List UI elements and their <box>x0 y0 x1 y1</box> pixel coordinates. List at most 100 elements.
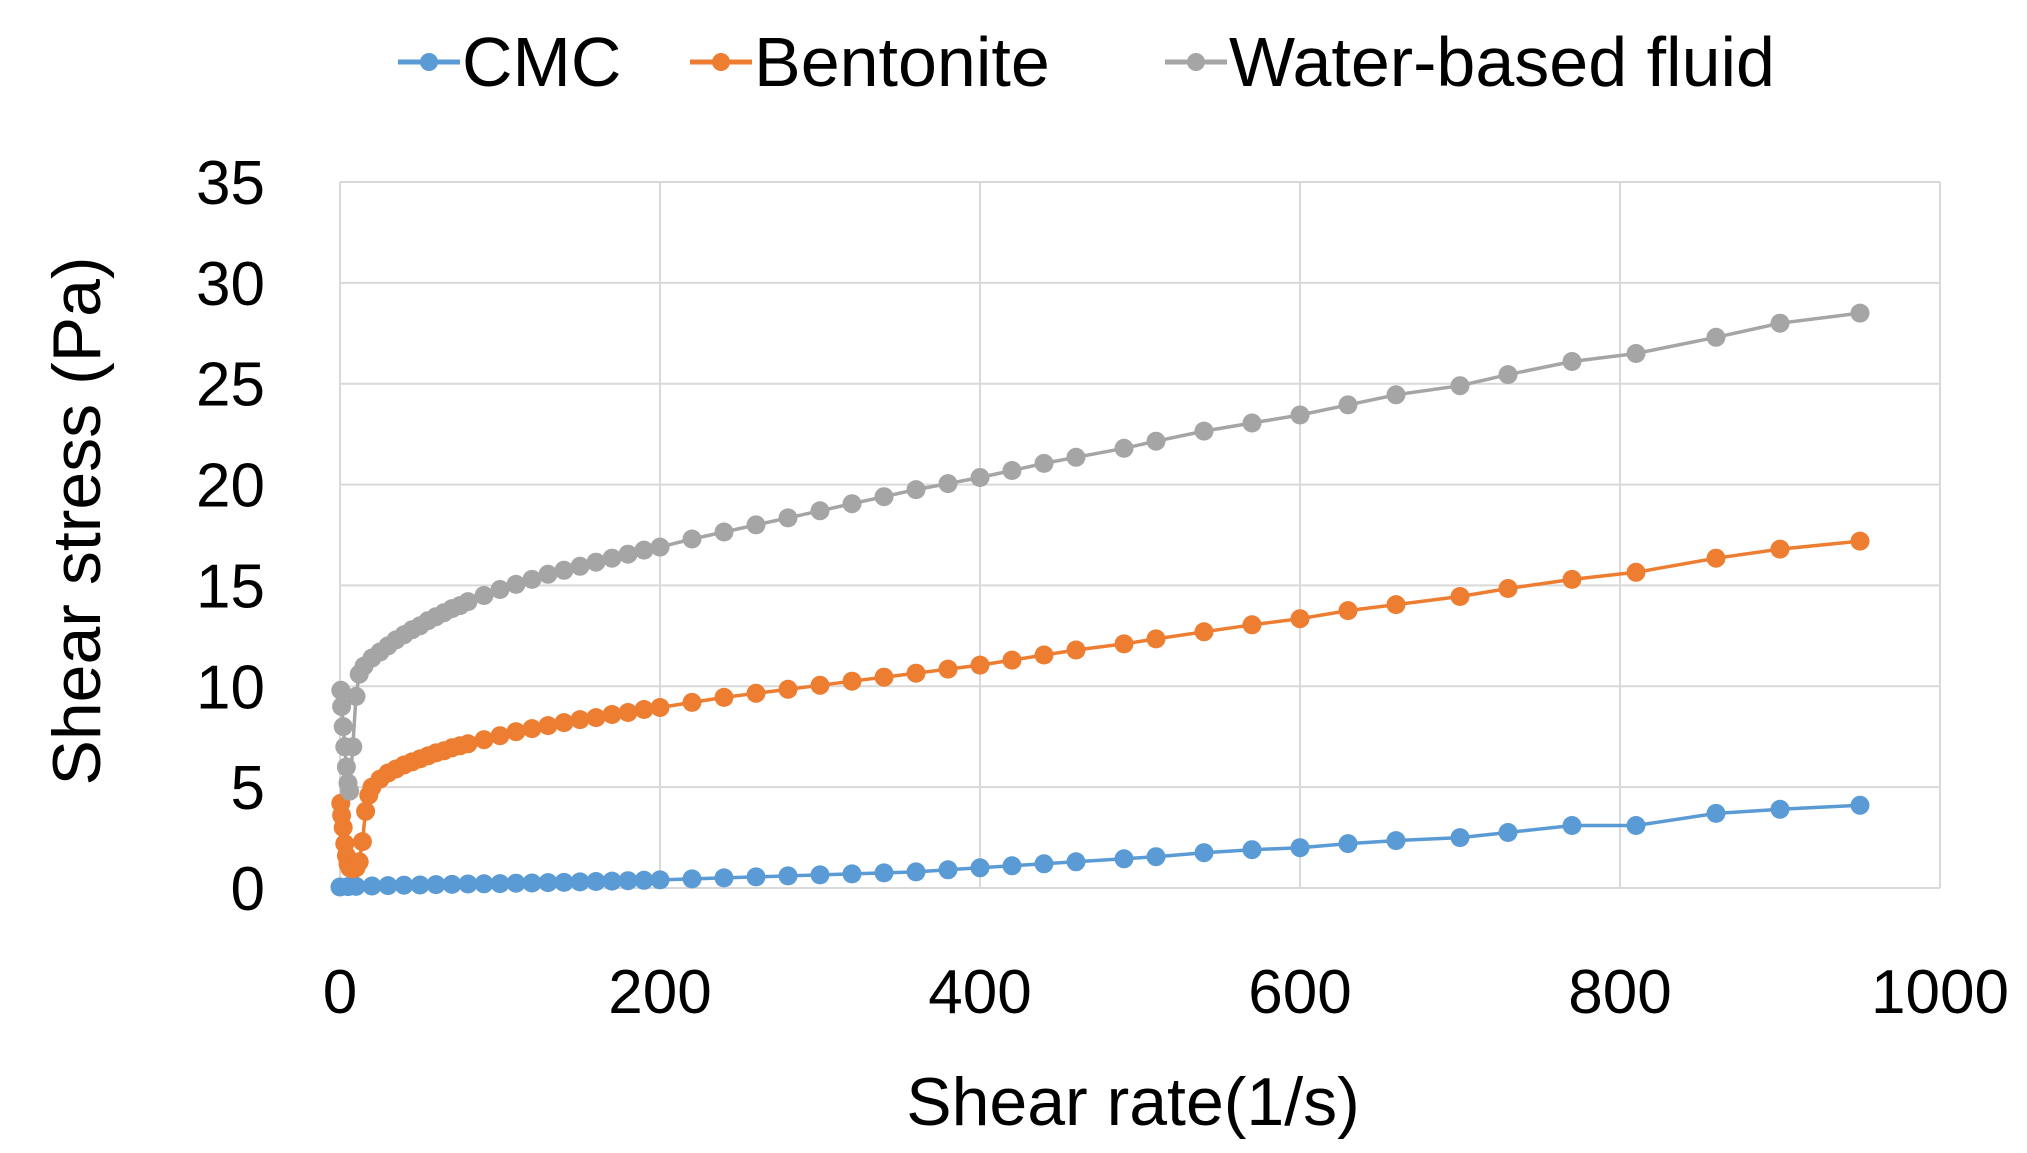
data-point-bentonite <box>906 663 926 683</box>
data-point-cmc <box>682 869 702 889</box>
legend-label-bentonite: Bentonite <box>754 23 1050 101</box>
series-cmc <box>330 795 1870 897</box>
legend-marker-bentonite <box>712 53 730 71</box>
data-point-bentonite <box>842 671 862 691</box>
data-point-bentonite <box>1626 562 1646 582</box>
data-point-bentonite <box>810 675 830 695</box>
x-axis-title: Shear rate(1/s) <box>906 1064 1360 1140</box>
data-point-water-based-fluid <box>1066 447 1086 467</box>
y-tick-label: 30 <box>196 250 265 319</box>
data-point-bentonite <box>586 708 606 728</box>
data-point-cmc <box>1242 840 1262 860</box>
data-point-water-based-fluid <box>458 592 478 612</box>
series-bentonite <box>331 531 1870 879</box>
data-point-bentonite <box>1770 539 1790 559</box>
y-tick-label: 0 <box>231 855 265 924</box>
legend-label-cmc: CMC <box>462 23 621 101</box>
data-point-cmc <box>1770 799 1790 819</box>
series-water-based-fluid <box>331 303 1870 801</box>
data-point-water-based-fluid <box>538 564 558 584</box>
data-point-water-based-fluid <box>1850 303 1870 323</box>
data-point-cmc <box>394 875 414 895</box>
data-point-cmc <box>810 865 830 885</box>
data-point-water-based-fluid <box>1498 365 1518 385</box>
data-point-water-based-fluid <box>554 560 574 580</box>
data-point-bentonite <box>1338 601 1358 621</box>
data-point-water-based-fluid <box>618 544 638 564</box>
data-point-cmc <box>346 876 366 896</box>
data-point-bentonite <box>474 730 494 750</box>
data-point-water-based-fluid <box>474 586 494 605</box>
data-point-water-based-fluid <box>1242 413 1262 433</box>
legend-marker-water-based-fluid <box>1187 53 1205 71</box>
y-tick-label: 20 <box>196 452 265 521</box>
data-point-water-based-fluid <box>340 781 360 801</box>
data-point-water-based-fluid <box>778 508 798 528</box>
data-point-cmc <box>938 860 958 880</box>
data-point-water-based-fluid <box>1562 352 1582 371</box>
data-point-water-based-fluid <box>346 686 366 706</box>
data-point-water-based-fluid <box>1290 405 1310 425</box>
data-point-cmc <box>1194 843 1214 863</box>
data-point-water-based-fluid <box>1626 344 1646 363</box>
data-point-bentonite <box>1146 629 1166 649</box>
data-point-water-based-fluid <box>586 552 606 572</box>
data-point-bentonite <box>874 667 894 687</box>
data-point-bentonite <box>1194 622 1214 642</box>
legend: CMC Bentonite Water-based fluid <box>398 23 1775 101</box>
data-point-cmc <box>442 874 462 894</box>
x-tick-label: 800 <box>1568 958 1671 1027</box>
legend-item-bentonite: Bentonite <box>690 23 1050 101</box>
data-point-water-based-fluid <box>1194 421 1214 441</box>
data-point-water-based-fluid <box>333 717 353 737</box>
y-axis-title: Shear stress (Pa) <box>39 256 115 785</box>
y-tick-label: 15 <box>196 552 265 621</box>
data-point-cmc <box>458 874 478 894</box>
data-point-bentonite <box>1706 548 1726 568</box>
data-point-water-based-fluid <box>490 580 510 599</box>
data-point-bentonite <box>506 722 526 742</box>
data-point-cmc <box>554 872 574 892</box>
data-point-cmc <box>426 875 446 895</box>
data-point-cmc <box>490 874 510 894</box>
data-point-water-based-fluid <box>746 515 766 535</box>
gridlines <box>340 181 1941 888</box>
data-point-water-based-fluid <box>332 697 352 716</box>
data-point-water-based-fluid <box>970 468 990 487</box>
data-point-cmc <box>746 867 766 887</box>
data-point-cmc <box>1002 856 1022 876</box>
data-point-bentonite <box>522 719 542 739</box>
legend-label-water-based-fluid: Water-based fluid <box>1229 23 1775 101</box>
data-point-cmc <box>1562 816 1582 835</box>
data-point-bentonite <box>1242 615 1262 635</box>
data-point-bentonite <box>602 705 622 724</box>
data-point-water-based-fluid <box>1338 395 1358 415</box>
data-point-cmc <box>1290 838 1310 858</box>
data-point-cmc <box>874 863 894 883</box>
x-tick-label: 0 <box>323 958 357 1027</box>
data-point-cmc <box>1706 803 1726 823</box>
data-point-cmc <box>410 875 430 895</box>
y-tick-label: 5 <box>231 754 265 823</box>
data-point-water-based-fluid <box>1386 385 1406 405</box>
data-point-cmc <box>842 864 862 884</box>
data-point-cmc <box>650 870 670 890</box>
data-point-water-based-fluid <box>810 501 830 521</box>
y-tick-label: 25 <box>196 351 265 420</box>
series-layer <box>330 303 1870 897</box>
data-point-cmc <box>778 866 798 886</box>
data-point-bentonite <box>938 659 958 679</box>
data-point-bentonite <box>1002 650 1022 670</box>
data-point-cmc <box>634 870 654 890</box>
data-point-cmc <box>1498 823 1518 842</box>
data-point-bentonite <box>1850 531 1870 551</box>
data-point-water-based-fluid <box>682 529 702 549</box>
data-point-cmc <box>1450 828 1470 848</box>
data-point-cmc <box>1338 834 1358 854</box>
data-point-bentonite <box>778 679 798 699</box>
data-point-bentonite <box>634 700 654 719</box>
x-tick-labels: 0 200 400 600 800 1000 <box>323 958 2009 1027</box>
data-point-cmc <box>378 876 398 896</box>
